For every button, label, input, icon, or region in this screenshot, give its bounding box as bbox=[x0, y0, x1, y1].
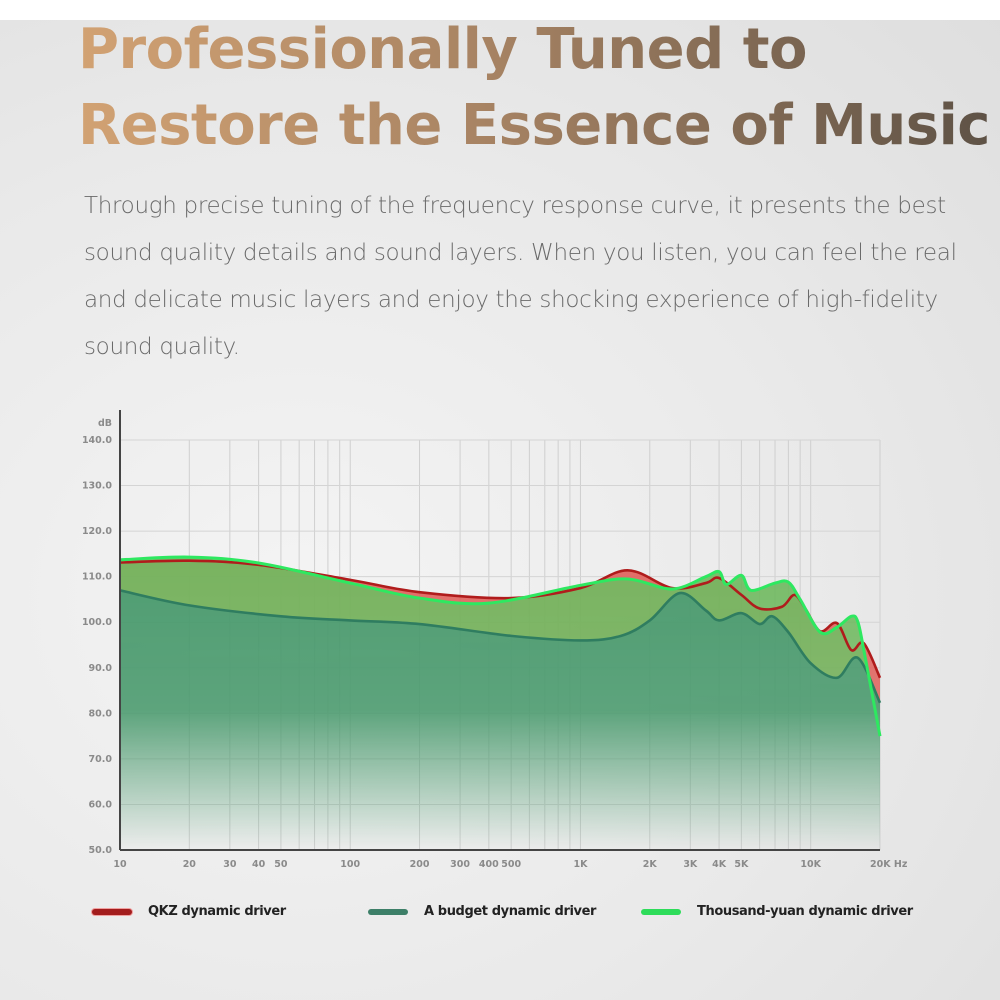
x-tick-label: 10K bbox=[800, 859, 821, 870]
line-qkz bbox=[119, 559, 882, 679]
area-budget bbox=[120, 590, 880, 850]
line-thousand-yuan bbox=[119, 555, 882, 737]
y-tick-label: 110.0 bbox=[82, 572, 112, 583]
x-tick-label: 10 bbox=[113, 859, 127, 870]
x-tick-label: 40 bbox=[252, 859, 266, 870]
x-tick-label: 3K bbox=[683, 859, 698, 870]
y-tick-label: 70.0 bbox=[89, 754, 113, 765]
x-tick-label: 30 bbox=[223, 859, 237, 870]
legend-label-thousand-yuan: Thousand-yuan dynamic driver bbox=[697, 904, 913, 919]
legend-swatch-qkz bbox=[92, 908, 132, 915]
legend-item-budget: A budget dynamic driver bbox=[368, 904, 596, 919]
legend-item-thousand-yuan: Thousand-yuan dynamic driver bbox=[641, 904, 913, 919]
description: Through precise tuning of the frequency … bbox=[84, 193, 957, 360]
x-tick-label: 500 bbox=[501, 859, 521, 870]
y-tick-label: 100.0 bbox=[82, 617, 112, 628]
x-tick-label: 50 bbox=[274, 859, 288, 870]
x-tick-label: 5K bbox=[734, 859, 749, 870]
y-axis-label: dB bbox=[98, 418, 112, 429]
y-tick-label: 50.0 bbox=[89, 845, 113, 856]
y-tick-label: 130.0 bbox=[82, 481, 112, 492]
y-tick-label: 80.0 bbox=[89, 708, 113, 719]
y-tick-label: 60.0 bbox=[89, 799, 113, 810]
y-tick-label: 90.0 bbox=[89, 663, 113, 674]
x-tick-label: 1K bbox=[573, 859, 588, 870]
legend-swatch-thousand-yuan bbox=[641, 908, 681, 915]
x-tick-label: 20K Hz bbox=[870, 859, 908, 870]
line-budget bbox=[119, 589, 882, 704]
x-tick-label: 4K bbox=[712, 859, 727, 870]
y-tick-label: 120.0 bbox=[82, 526, 112, 537]
y-tick-label: 140.0 bbox=[82, 435, 112, 446]
x-tick-label: 2K bbox=[643, 859, 658, 870]
legend-label-qkz: QKZ dynamic driver bbox=[148, 904, 286, 919]
legend-label-budget: A budget dynamic driver bbox=[424, 904, 597, 919]
legend-item-qkz: QKZ dynamic driver bbox=[92, 904, 286, 919]
x-tick-label: 200 bbox=[410, 859, 430, 870]
x-tick-label: 20 bbox=[183, 859, 197, 870]
top-band bbox=[0, 0, 1000, 20]
x-tick-label: 100 bbox=[340, 859, 360, 870]
legend-swatch-budget bbox=[368, 908, 408, 915]
x-tick-label: 400 bbox=[479, 859, 499, 870]
x-tick-label: 300 bbox=[450, 859, 470, 870]
